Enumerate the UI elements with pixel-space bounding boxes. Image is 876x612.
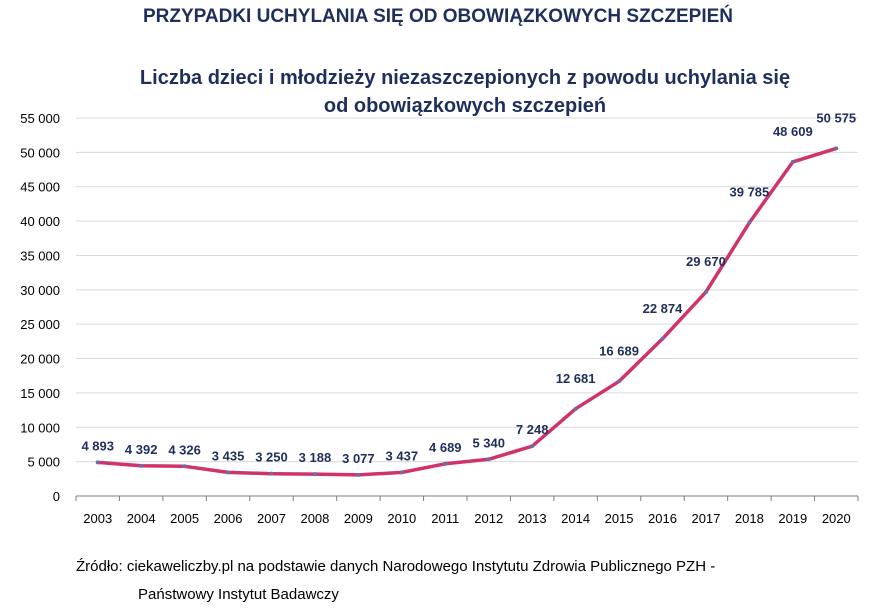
data-point xyxy=(356,472,361,477)
data-points xyxy=(95,146,839,477)
x-tick-label: 2010 xyxy=(387,511,416,526)
data-labels: 4 893 4 392 4 326 3 435 3 250 3 188 3 077 3 437… xyxy=(81,110,856,465)
series-line-path xyxy=(95,146,839,477)
x-tick-label: 2011 xyxy=(431,511,459,526)
x-tick-label: 2013 xyxy=(518,511,547,526)
data-point xyxy=(269,471,274,476)
x-tick-label: 2020 xyxy=(822,511,851,526)
data-point xyxy=(139,463,144,468)
data-point xyxy=(226,470,231,475)
data-point xyxy=(312,472,317,477)
y-axis-tick-labels: 0 5 000 10 000 15 000 20 000 25 000 30 000 35 0… xyxy=(20,111,60,504)
data-label: 29 670 xyxy=(686,254,726,269)
data-point xyxy=(399,470,404,475)
data-label: 4 326 xyxy=(168,442,201,457)
x-tick-label: 2004 xyxy=(127,511,156,526)
y-tick-label: 55 000 xyxy=(20,111,60,126)
data-label: 22 874 xyxy=(643,301,684,316)
data-point xyxy=(703,290,708,295)
chart-title-line-2: od obowiązkowych szczepień xyxy=(323,95,607,117)
data-label: 3 437 xyxy=(386,448,419,463)
x-tick-label: 2019 xyxy=(778,511,807,526)
data-label: 3 188 xyxy=(299,450,332,465)
data-label: 39 785 xyxy=(730,185,770,200)
x-axis-tick-labels: 2003 2004 2005 2006 2007 2008 2009 2010 2011 2012… xyxy=(83,511,850,526)
x-tick-label: 2005 xyxy=(170,511,199,526)
y-tick-label: 25 000 xyxy=(20,317,60,332)
x-tick-label: 2018 xyxy=(735,511,764,526)
data-point xyxy=(486,457,491,462)
page-suptitle: PRZYPADKI UCHYLANIA SIĘ OD OBOWIĄZKOWYCH… xyxy=(142,6,734,27)
data-label: 3 435 xyxy=(212,448,245,463)
data-point xyxy=(834,146,839,151)
axes xyxy=(75,495,859,501)
data-point xyxy=(95,460,100,465)
data-point xyxy=(530,444,535,449)
source-line-1: Źródło: ciekaweliczby.pl na podstawie da… xyxy=(76,558,716,575)
data-label: 3 077 xyxy=(342,451,375,466)
data-label: 5 340 xyxy=(472,435,505,450)
y-tick-label: 10 000 xyxy=(20,420,60,435)
source-note: Źródło: ciekaweliczby.pl na podstawie da… xyxy=(76,553,856,609)
data-label: 50 575 xyxy=(816,110,856,125)
source-line-2: Państwowy Instytut Badawczy xyxy=(138,586,339,603)
y-tick-label: 35 000 xyxy=(20,248,60,263)
data-label: 48 609 xyxy=(773,124,813,139)
x-tick-label: 2009 xyxy=(344,511,373,526)
data-label: 4 392 xyxy=(125,442,158,457)
chart-title: Liczba dzieci i młodzieży niezaszczepion… xyxy=(100,64,830,120)
y-tick-label: 5 000 xyxy=(27,455,60,470)
data-label: 3 250 xyxy=(255,450,288,465)
x-tick-label: 2007 xyxy=(257,511,286,526)
y-tick-label: 40 000 xyxy=(20,214,60,229)
gridlines xyxy=(76,117,858,463)
chart-title-line-1: Liczba dzieci i młodzieży niezaszczepion… xyxy=(139,67,791,89)
data-point xyxy=(573,406,578,411)
x-tick-label: 2014 xyxy=(561,511,590,526)
y-tick-label: 20 000 xyxy=(20,352,60,367)
data-point xyxy=(443,461,448,466)
data-point xyxy=(182,464,187,469)
data-point xyxy=(617,379,622,384)
x-tick-label: 2017 xyxy=(691,511,720,526)
data-label: 7 248 xyxy=(516,422,549,437)
x-tick-label: 2012 xyxy=(474,511,503,526)
y-tick-label: 50 000 xyxy=(20,145,60,160)
series-line xyxy=(95,146,839,477)
x-tick-label: 2006 xyxy=(214,511,243,526)
y-tick-label: 0 xyxy=(53,489,60,504)
data-label: 4 893 xyxy=(81,438,114,453)
data-point xyxy=(790,159,795,164)
x-tick-label: 2003 xyxy=(83,511,112,526)
data-label: 4 689 xyxy=(429,440,462,455)
x-tick-label: 2008 xyxy=(300,511,329,526)
y-tick-label: 15 000 xyxy=(20,386,60,401)
data-label: 12 681 xyxy=(556,371,596,386)
data-point xyxy=(747,220,752,225)
y-tick-label: 30 000 xyxy=(20,283,60,298)
x-tick-label: 2016 xyxy=(648,511,677,526)
x-tick-label: 2015 xyxy=(605,511,634,526)
y-tick-label: 45 000 xyxy=(20,180,60,195)
data-point xyxy=(660,336,665,341)
data-label: 16 689 xyxy=(599,343,639,358)
